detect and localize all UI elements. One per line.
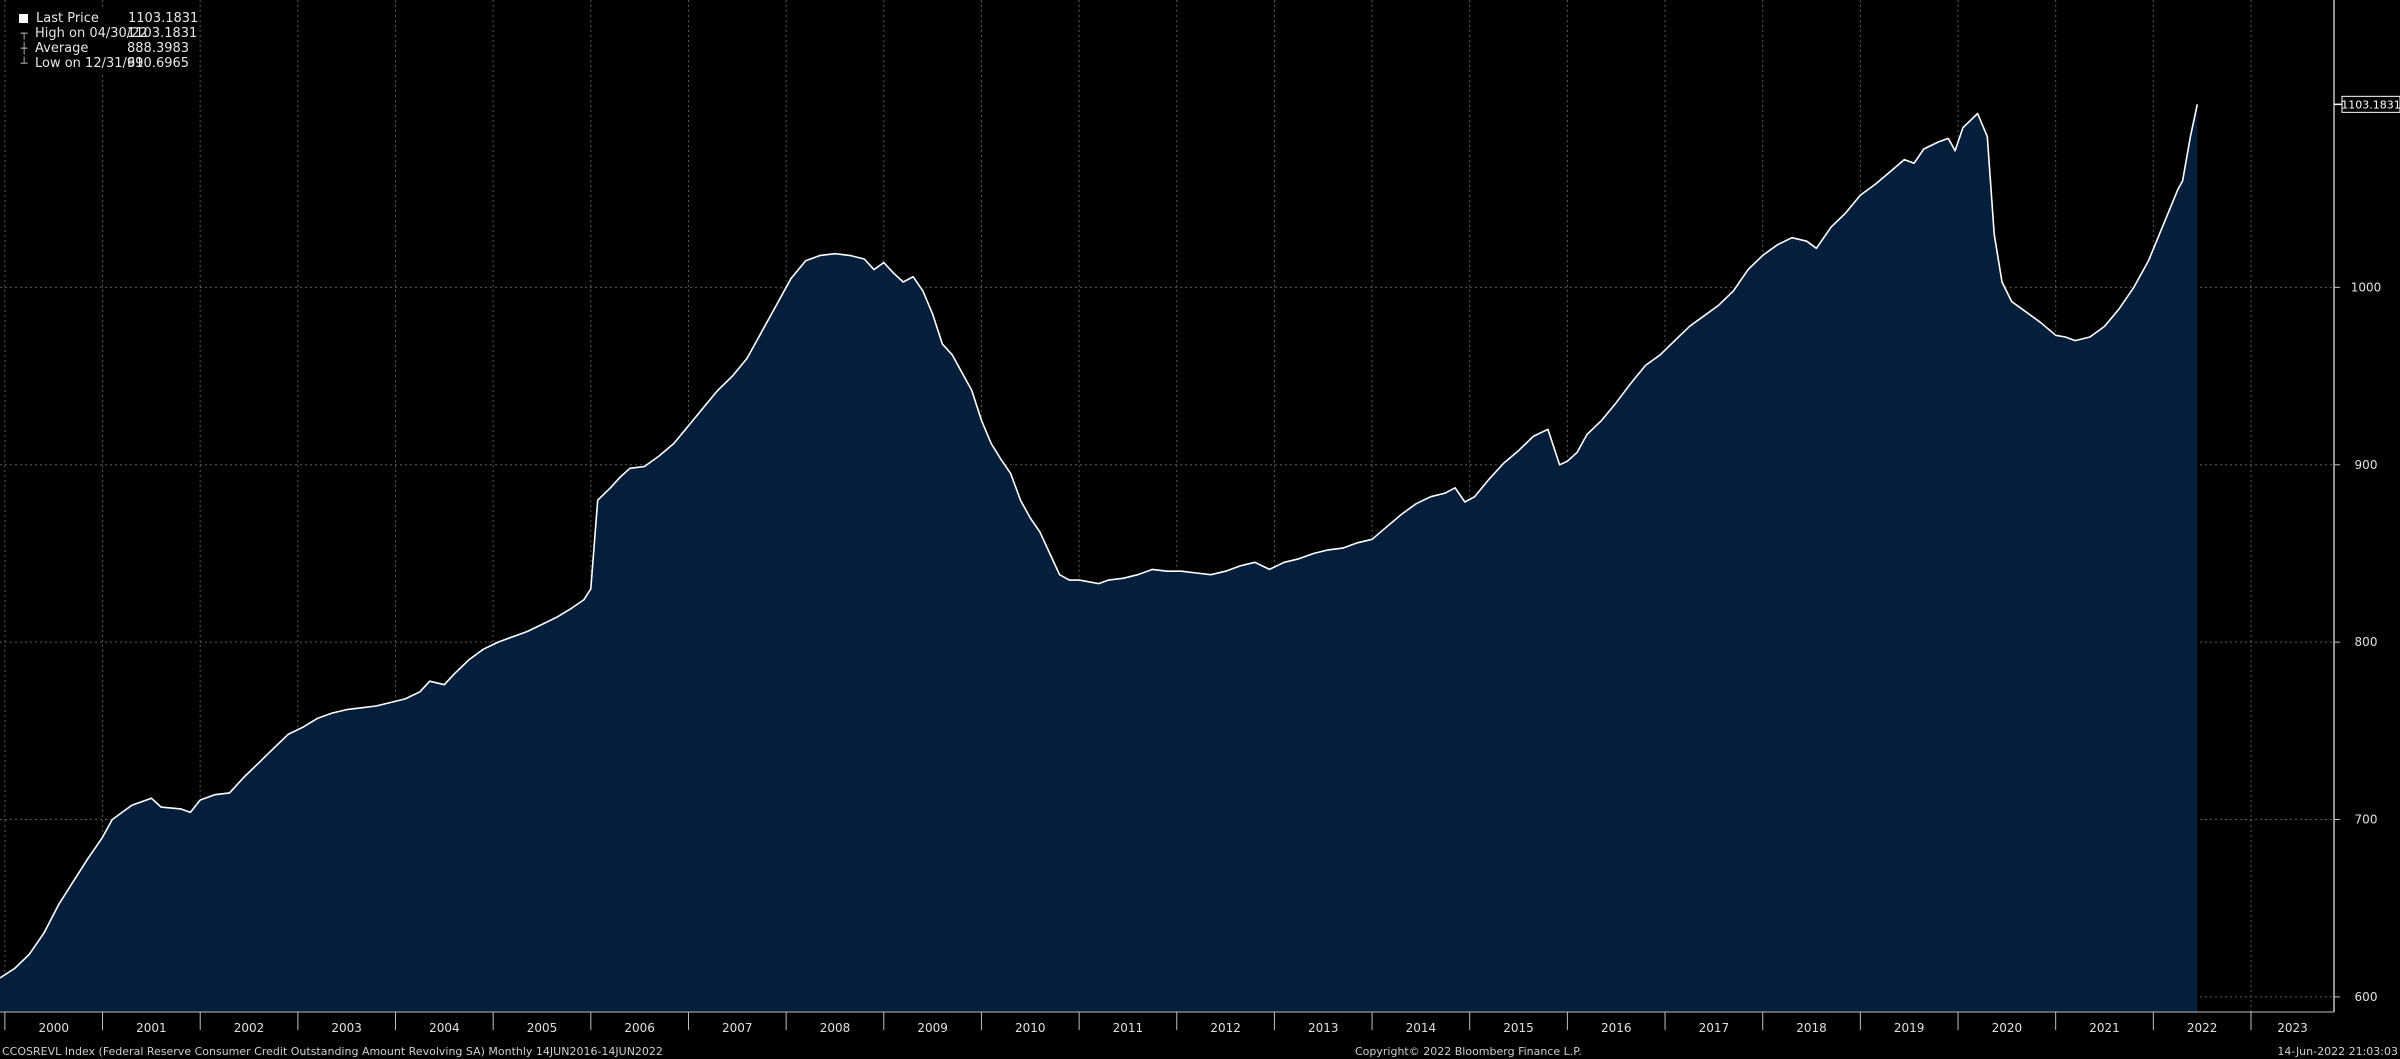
x-tick-label: 2016 [1601,1021,1632,1035]
x-tick-label: 2017 [1699,1021,1730,1035]
x-tick-label: 2022 [2187,1021,2218,1035]
x-tick-label: 2007 [722,1021,753,1035]
x-tick-label: 2023 [2277,1021,2308,1035]
legend-value: 1103.1831 [127,26,198,41]
y-axis-ticks: 600 700 800 900 1000 [2334,280,2381,1004]
footer-timestamp: 14-Jun-2022 21:03:03 [2277,1045,2398,1058]
y-tick-label: 600 [2355,990,2378,1004]
legend-value: 610.6965 [127,56,190,71]
chart-legend: Last Price 1103.1831 ┬ High on 04/30/22 … [12,8,199,75]
x-tick-label: 2001 [136,1021,167,1035]
legend-item-average: ┼ Average 888.3983 [18,41,190,56]
legend-label: Low on 12/31/99 [35,56,144,71]
last-price-tag-box [2341,95,2400,113]
y-tick-label: 1000 [2351,280,2382,294]
x-tick-label: 2013 [1308,1021,1339,1035]
x-tick-label: 2018 [1796,1021,1827,1035]
last-price-tag: 1103.1831 [2334,95,2400,113]
high-marker-icon: ┬ [20,27,28,40]
x-tick-label: 2009 [917,1021,948,1035]
legend-label: High on 04/30/22 [35,26,148,41]
legend-label: Last Price [36,11,99,26]
legend-item-low: ┴ Low on 12/31/99 610.6965 [18,56,190,71]
legend-item-high: ┬ High on 04/30/22 1103.1831 [18,26,198,41]
x-tick-label: 2006 [624,1021,655,1035]
legend-value: 888.3983 [127,41,190,56]
x-tick-label: 2002 [234,1021,265,1035]
x-tick-label: 2010 [1015,1021,1046,1035]
y-tick-label: 700 [2355,813,2378,827]
box-icon [19,14,28,23]
x-tick-label: 2003 [331,1021,362,1035]
legend-value: 1103.1831 [128,11,199,26]
x-tick-label: 2014 [1406,1021,1437,1035]
chart-footer: CCOSREVL Index (Federal Reserve Consumer… [0,1043,2400,1059]
y-tick-label: 900 [2355,458,2378,472]
footer-security-description: CCOSREVL Index (Federal Reserve Consumer… [2,1045,663,1058]
y-tick-label: 800 [2355,635,2378,649]
legend-item-last-price: Last Price 1103.1831 [18,11,199,26]
x-tick-label: 2008 [820,1021,851,1035]
x-axis-ticks: 2000 2001 2002 2003 2004 2005 2006 2007 2008 2009… [4,1012,2308,1035]
last-price-tag-label: 1103.1831 [2341,98,2400,111]
footer-copyright: Copyright© 2022 Bloomberg Finance L.P. [1355,1045,1582,1058]
series-area-fill [0,104,2198,1013]
legend-label: Average [35,41,89,56]
x-tick-label: 2015 [1503,1021,1534,1035]
low-marker-icon: ┴ [20,57,28,70]
x-tick-label: 2012 [1210,1021,1241,1035]
x-tick-label: 2011 [1113,1021,1144,1035]
x-tick-label: 2020 [1992,1021,2023,1035]
average-marker-icon: ┼ [20,42,28,55]
x-tick-label: 2004 [429,1021,460,1035]
x-tick-label: 2005 [527,1021,558,1035]
x-tick-label: 2000 [38,1021,69,1035]
x-tick-label: 2021 [2089,1021,2120,1035]
series-line [0,104,2199,979]
x-tick-label: 2019 [1894,1021,1925,1035]
